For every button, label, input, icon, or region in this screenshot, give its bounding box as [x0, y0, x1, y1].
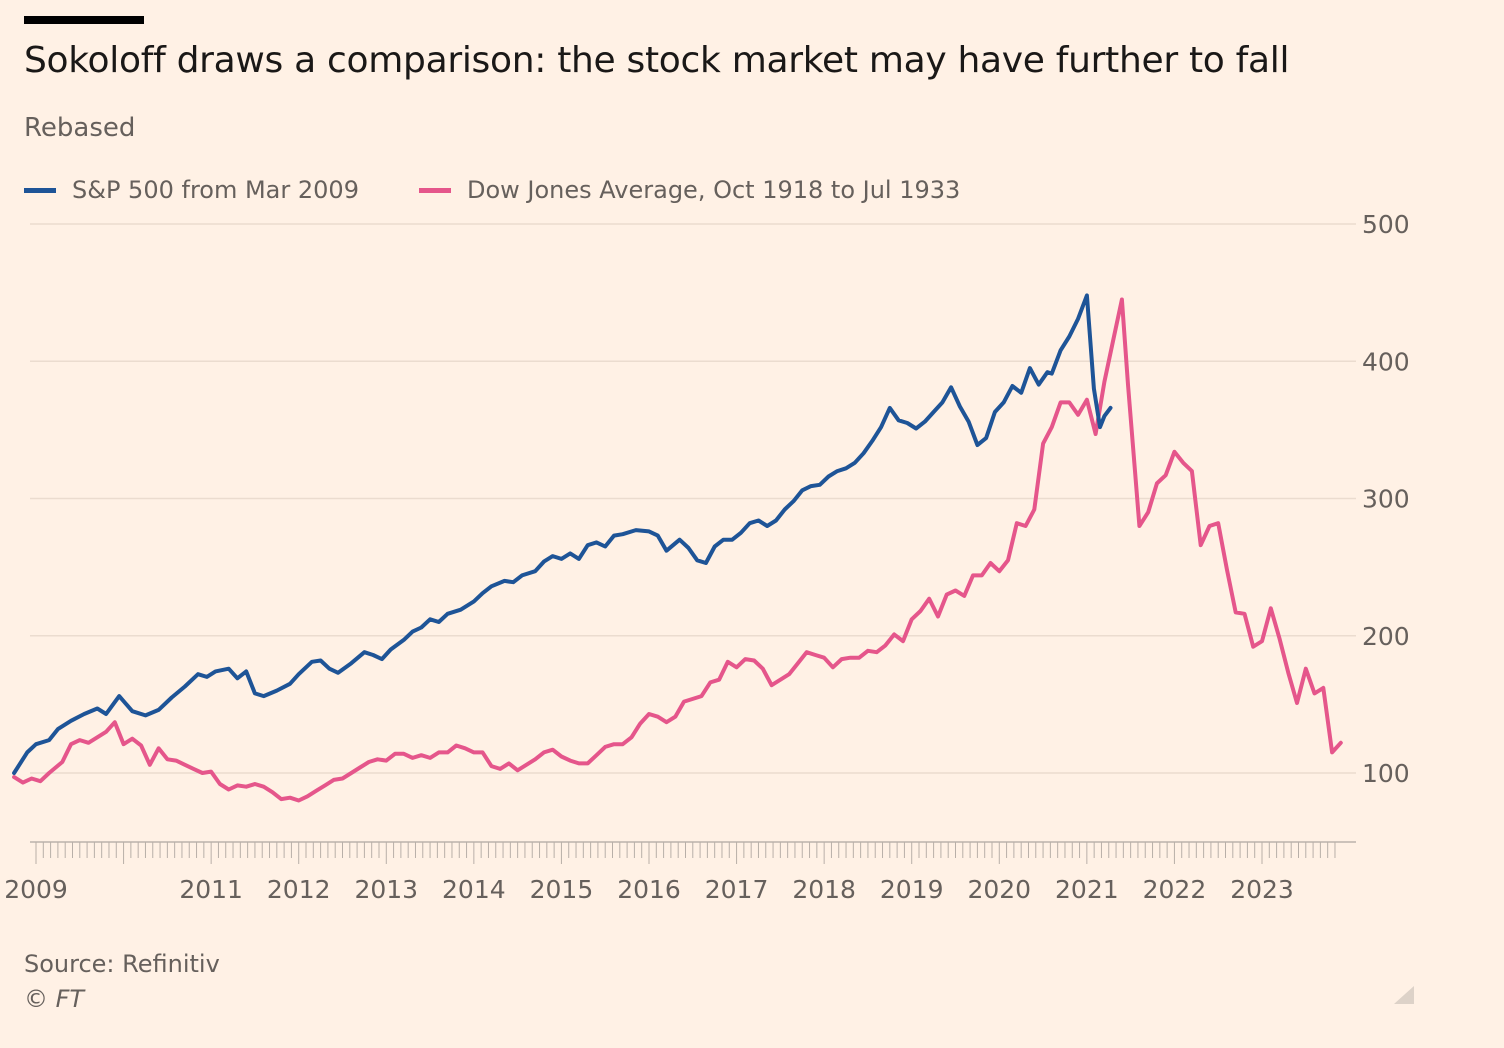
series-line-dow: [12, 297, 1343, 803]
x-tick-label-2023: 2023: [1230, 875, 1294, 904]
legend-swatch-dow: [418, 187, 451, 193]
chart-subtitle: Rebased: [24, 113, 136, 143]
x-tick-label-2022: 2022: [1143, 875, 1207, 904]
legend-item-sp500: S&P 500 from Mar 2009: [24, 176, 359, 204]
copyright: © FT: [24, 985, 85, 1013]
x-tick-label-2018: 2018: [792, 875, 856, 904]
grid-layer: [30, 223, 1356, 774]
y-tick-label-200: 200: [1362, 622, 1410, 651]
brand-bar: [24, 16, 144, 24]
x-tick-label-2014: 2014: [442, 875, 506, 904]
chart-title: Sokoloff draws a comparison: the stock m…: [24, 40, 1290, 81]
resize-handle[interactable]: [1394, 986, 1414, 1004]
series-line-sp500: [12, 293, 1113, 775]
source-note: Source: Refinitiv: [24, 950, 220, 978]
x-tick-label-2011: 2011: [179, 875, 243, 904]
y-tick-label-300: 300: [1362, 485, 1410, 514]
x-tick-label-2015: 2015: [530, 875, 594, 904]
legend-label-sp500: S&P 500 from Mar 2009: [72, 176, 359, 204]
x-tick-label-2012: 2012: [267, 875, 331, 904]
x-tick-label-2009: 2009: [4, 875, 68, 904]
y-tick-label-500: 500: [1362, 210, 1410, 239]
legend: S&P 500 from Mar 2009 Dow Jones Average,…: [24, 176, 1020, 204]
x-tick-label-2013: 2013: [354, 875, 418, 904]
y-tick-label-400: 400: [1362, 347, 1410, 376]
y-axis: 100 200 300 400 500: [1362, 210, 1410, 788]
x-axis: 2009 2011 2012 2013 2014 2015 2016 2017 2018 2019…: [4, 841, 1356, 904]
x-tick-label-2021: 2021: [1055, 875, 1119, 904]
x-tick-label-2016: 2016: [617, 875, 681, 904]
x-tick-label-2020: 2020: [967, 875, 1031, 904]
legend-label-dow: Dow Jones Average, Oct 1918 to Jul 1933: [466, 176, 961, 204]
series-layer: [12, 293, 1343, 803]
y-tick-label-100: 100: [1362, 759, 1410, 788]
x-tick-label-2017: 2017: [705, 875, 769, 904]
legend-item-dow: Dow Jones Average, Oct 1918 to Jul 1933: [418, 176, 961, 204]
legend-swatch-sp500: [24, 187, 56, 193]
x-tick-label-2019: 2019: [880, 875, 944, 904]
